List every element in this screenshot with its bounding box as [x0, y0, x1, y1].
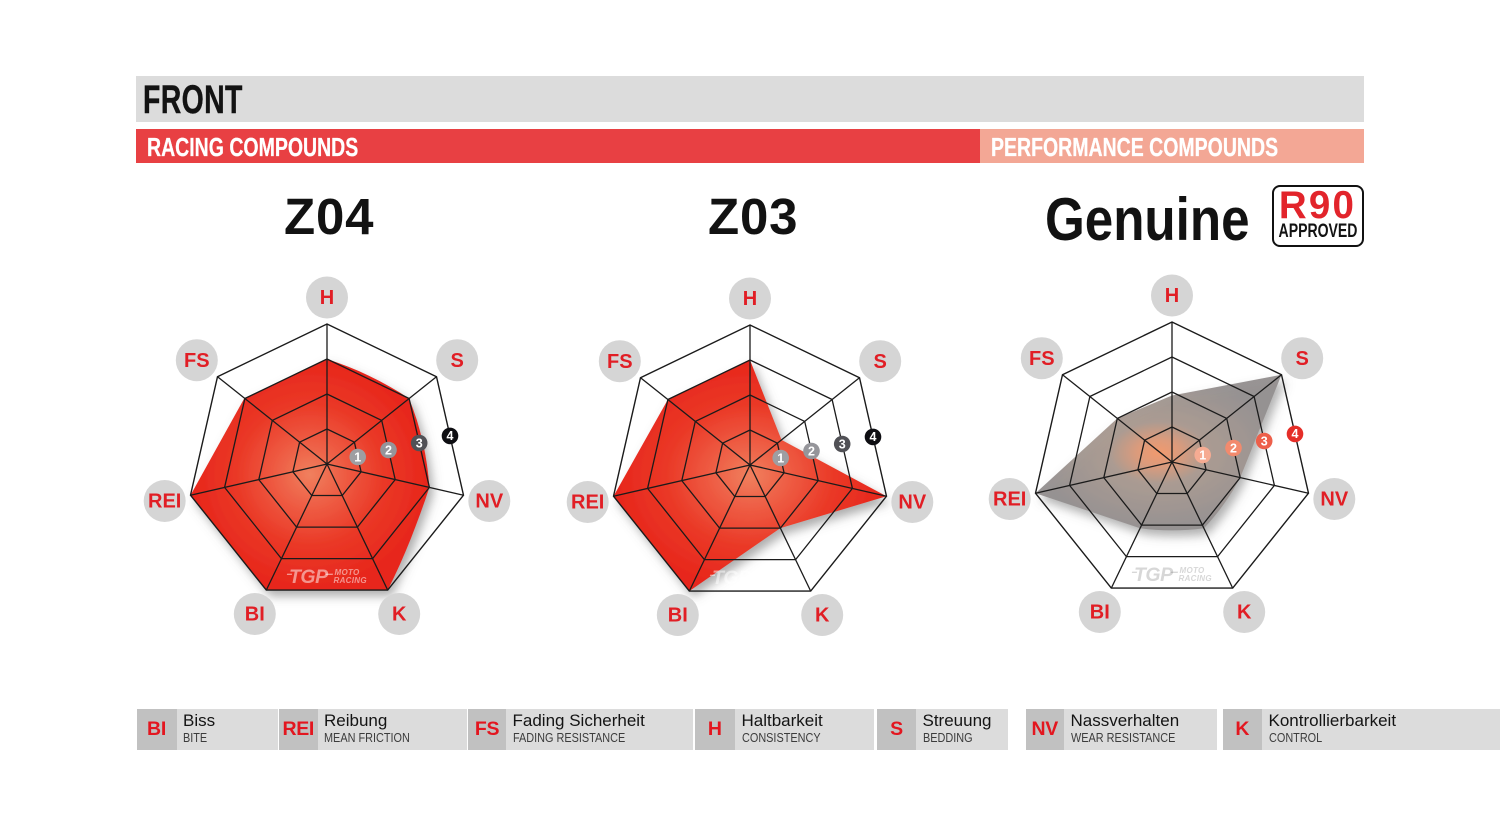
svg-text:MOTO: MOTO: [1179, 566, 1205, 575]
svg-text:TGP: TGP: [712, 567, 752, 589]
svg-text:BI: BI: [245, 603, 265, 625]
svg-text:RACING: RACING: [1178, 574, 1211, 583]
svg-text:K: K: [392, 603, 407, 625]
svg-text:REI: REI: [148, 490, 181, 512]
svg-text:NV: NV: [898, 491, 926, 513]
svg-text:REI: REI: [571, 491, 604, 513]
svg-text:MOTO: MOTO: [335, 567, 361, 576]
svg-text:MOTO: MOTO: [758, 568, 784, 577]
svg-text:S: S: [451, 349, 464, 371]
svg-text:TGP: TGP: [289, 566, 329, 588]
svg-text:NV: NV: [1320, 489, 1348, 511]
svg-text:S: S: [1295, 348, 1308, 370]
svg-text:2: 2: [808, 444, 815, 458]
svg-text:K: K: [1236, 602, 1251, 624]
svg-text:1: 1: [1199, 448, 1206, 462]
svg-text:RACING: RACING: [757, 577, 790, 586]
svg-text:TGP: TGP: [1134, 564, 1174, 586]
svg-text:BI: BI: [1089, 602, 1109, 624]
svg-text:BI: BI: [668, 604, 688, 626]
svg-text:2: 2: [1230, 441, 1237, 455]
svg-text:3: 3: [839, 437, 846, 451]
svg-text:1: 1: [777, 451, 784, 465]
svg-text:H: H: [320, 287, 334, 309]
svg-text:3: 3: [416, 436, 423, 450]
svg-text:3: 3: [1260, 434, 1267, 448]
svg-text:2: 2: [385, 443, 392, 457]
svg-text:FS: FS: [1029, 348, 1055, 370]
svg-text:FS: FS: [607, 350, 633, 372]
svg-text:RACING: RACING: [334, 576, 367, 585]
svg-text:1: 1: [354, 450, 361, 464]
svg-text:K: K: [815, 604, 830, 626]
svg-text:4: 4: [870, 430, 877, 444]
svg-text:4: 4: [1291, 427, 1298, 441]
svg-text:REI: REI: [993, 489, 1026, 511]
svg-text:H: H: [743, 288, 757, 310]
svg-text:H: H: [1164, 285, 1178, 307]
svg-text:NV: NV: [475, 490, 503, 512]
svg-text:FS: FS: [184, 349, 210, 371]
svg-text:S: S: [874, 350, 887, 372]
svg-text:4: 4: [447, 429, 454, 443]
